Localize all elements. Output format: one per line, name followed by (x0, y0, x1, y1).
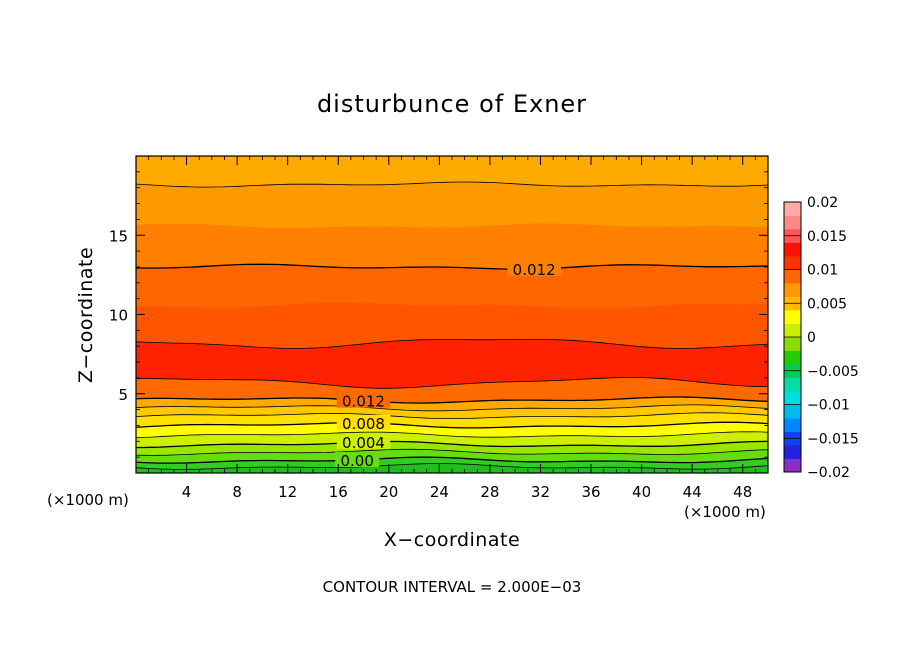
contour-line (135, 456, 769, 464)
x-tick-label: 32 (531, 483, 550, 501)
contour-line (135, 263, 769, 270)
colorbar-swatch (784, 404, 801, 419)
contour-line (135, 339, 769, 349)
x-tick-label: 12 (278, 483, 297, 501)
colorbar-tick-label: 0.02 (807, 195, 838, 211)
contour-line (135, 412, 769, 420)
colorbar-swatch (784, 202, 801, 216)
colorbar-swatch (784, 445, 801, 459)
colorbar-swatch (784, 337, 801, 351)
colorbar-tick-label: 0.01 (807, 263, 838, 279)
colorbar-tick-label: −0.01 (807, 398, 850, 414)
contour-label-bg (336, 434, 391, 450)
contour-label-bg (507, 261, 561, 277)
contour-label: 0.012 (342, 393, 385, 411)
contour-lines (135, 181, 769, 470)
colorbar-swatch (784, 269, 801, 284)
contour-interval-note: CONTOUR INTERVAL = 2.000E−03 (323, 578, 582, 596)
x-axis-label: X−coordinate (384, 529, 520, 551)
x-tick-label: 8 (232, 483, 242, 501)
contour-label-bg (335, 451, 380, 467)
contour-line (135, 421, 769, 429)
y-tick-label: 15 (109, 227, 128, 245)
contour-band (135, 181, 769, 228)
contour-label: 0.008 (342, 415, 385, 433)
contour-line (136, 377, 769, 389)
colorbar-swatch (784, 458, 801, 473)
contour-band (135, 222, 769, 270)
x-tick-label: 16 (329, 483, 348, 501)
x-tick-label: 48 (733, 483, 752, 501)
x-tick-label: 24 (430, 483, 449, 501)
colorbar-swatch (784, 391, 801, 405)
x-tick-label: 44 (683, 483, 702, 501)
y-tick-label: 5 (118, 386, 128, 404)
contour-label: 0.004 (342, 434, 385, 452)
colorbar-swatch (784, 310, 801, 324)
colorbar-swatch (784, 350, 801, 365)
y-axis-label: Z−coordinate (75, 247, 97, 383)
x-unit-right: (×1000 m) (684, 503, 766, 521)
colorbar: 0.02 0.015 0.01 0.005 0 −0.005 −0.01 −0.015 −0.0… (783, 195, 859, 481)
colorbar-swatch (784, 215, 801, 230)
colorbar-swatch (784, 418, 801, 432)
contour-label-bg (336, 392, 391, 408)
colorbar-tick-label: 0.015 (807, 229, 847, 245)
chart-title: disturbunce of Exner (317, 90, 587, 118)
contour-label: 0.00 (340, 452, 373, 470)
colorbar-tick-label: 0.005 (807, 296, 847, 312)
colorbar-tick-label: −0.015 (807, 431, 859, 447)
colorbar-swatch (784, 323, 801, 338)
contour-line (135, 396, 769, 404)
colorbar-tick-label: −0.005 (807, 364, 859, 380)
x-tick-label: 40 (632, 483, 651, 501)
colorbar-tick-label: 0 (807, 330, 816, 346)
y-tick-label: 10 (109, 307, 128, 325)
contour-line (135, 448, 769, 456)
x-unit-left: (×1000 m) (47, 491, 129, 509)
x-tick-label: 20 (379, 483, 398, 501)
colorbar-swatch (784, 283, 801, 297)
contour-label-bg (336, 414, 391, 430)
x-tick-label: 36 (581, 483, 600, 501)
contour-line (136, 440, 769, 449)
colorbar-swatch (784, 256, 801, 270)
contour-band (135, 263, 769, 309)
colorbar-swatch (784, 377, 801, 392)
contour-line (135, 404, 769, 412)
contour-line (135, 181, 769, 188)
colorbar-swatch (784, 242, 801, 257)
contour-line (135, 463, 769, 470)
x-tick-label: 4 (182, 483, 192, 501)
x-axis-ticks: 4 8 12 16 20 24 28 32 36 40 44 48 (148, 156, 756, 501)
y-axis-ticks: 5 10 15 (109, 171, 768, 458)
colorbar-tick-label: −0.02 (807, 465, 850, 481)
contour-line (135, 431, 769, 439)
contour-bands (135, 155, 769, 474)
x-tick-label: 28 (480, 483, 499, 501)
contour-label: 0.012 (513, 261, 556, 279)
